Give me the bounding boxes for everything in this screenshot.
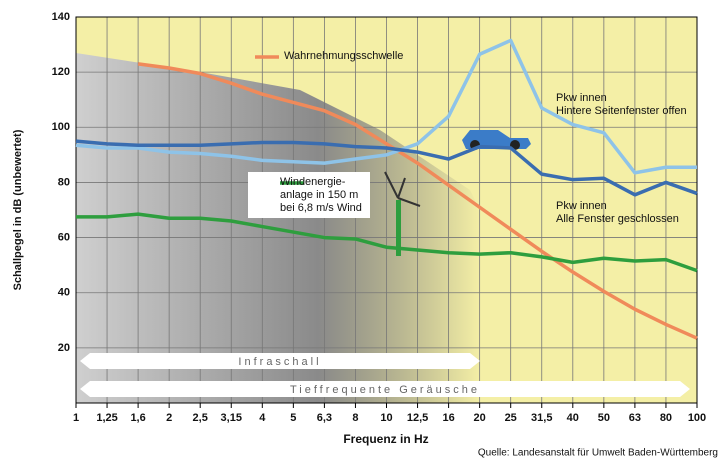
legend-text: Windenergie- anlage in 150 m bei 6,8 m/s… [280,176,430,215]
x-tick-label: 16 [442,412,454,424]
legend-text: Pkw innen Alle Fenster geschlossen [556,200,706,226]
y-tick-label: 80 [58,176,70,188]
x-tick-label: 3,15 [221,412,242,424]
x-tick-label: 1,25 [96,412,117,424]
x-tick-label: 100 [688,412,706,424]
y-tick-label: 120 [52,66,70,78]
x-tick-label: 40 [567,412,579,424]
x-tick-label: 8 [352,412,358,424]
legend-label: Pkw innen Hintere Seitenfenster offen [556,92,706,142]
y-axis-label: Schallpegel in dB (unbewertet) [12,129,24,290]
x-tick-label: 63 [629,412,641,424]
x-tick-label: 2,5 [193,412,208,424]
y-tick-label: 60 [58,231,70,243]
legend-text: Pkw innen Hintere Seitenfenster offen [556,92,706,118]
x-tick-label: 20 [474,412,486,424]
source: Quelle: Landesanstalt für Umwelt Baden-W… [478,448,718,459]
y-tick-label: 40 [58,287,70,299]
band-label: Infraschall [238,356,321,368]
x-tick-label: 5 [290,412,296,424]
x-tick-label: 4 [259,412,266,424]
x-tick-label: 1,6 [130,412,145,424]
y-tick-label: 140 [52,11,70,23]
x-tick-label: 10 [380,412,392,424]
x-tick-label: 80 [660,412,672,424]
x-tick-label: 1 [73,412,79,424]
x-tick-label: 31,5 [531,412,552,424]
x-tick-label: 50 [598,412,610,424]
chart: Schallpegel in dB (unbewertet) Frequenz … [0,0,720,460]
x-tick-label: 12,5 [407,412,428,424]
band-label: Tieffrequente Geräusche [290,384,480,396]
legend-label: Pkw innen Alle Fenster geschlossen [556,200,706,250]
y-tick-label: 100 [52,121,70,133]
legend-label: Wahrnehmungsschwelle [284,50,434,100]
legend-text: Wahrnehmungsschwelle [284,50,434,63]
x-tick-label: 6,3 [317,412,332,424]
x-tick-label: 2 [166,412,172,424]
legend-label: Windenergie- anlage in 150 m bei 6,8 m/s… [280,176,430,226]
x-tick-label: 25 [505,412,517,424]
y-tick-label: 20 [58,342,70,354]
x-axis-label: Frequenz in Hz [343,432,428,446]
